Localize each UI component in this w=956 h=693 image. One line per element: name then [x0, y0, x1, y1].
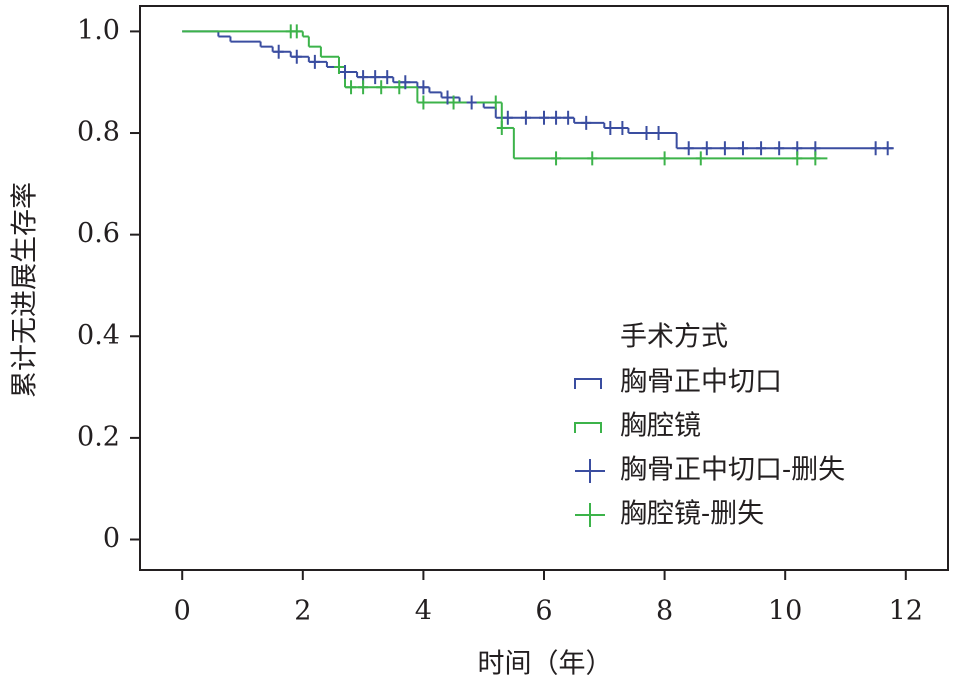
legend-symbol	[574, 378, 602, 389]
censor-mark	[641, 126, 652, 141]
censor-mark	[551, 151, 562, 166]
censor-mark	[617, 120, 628, 135]
y-tick-label: 0.6	[77, 218, 120, 249]
censor-mark	[653, 126, 664, 141]
legend-symbol	[574, 422, 602, 433]
censor-mark	[358, 80, 369, 95]
legend-label: 胸腔镜-删失	[620, 499, 764, 530]
censor-mark	[448, 95, 459, 110]
x-tick-label: 12	[889, 596, 923, 627]
censor-mark	[400, 75, 411, 90]
censor-mark	[490, 95, 501, 110]
censor-mark	[442, 90, 453, 105]
censor-mark	[810, 151, 821, 166]
x-tick-label: 2	[294, 596, 311, 627]
censor-mark	[418, 80, 429, 95]
censor-mark	[882, 141, 893, 156]
legend-symbol	[575, 503, 605, 527]
legend-symbol	[575, 459, 605, 483]
censor-mark	[273, 44, 284, 59]
censor-mark	[382, 70, 393, 85]
y-axis-label: 累计无进展生存率	[10, 182, 41, 398]
censor-mark	[683, 141, 694, 156]
censor-mark	[551, 110, 562, 125]
legend-label: 胸骨正中切口-删失	[620, 455, 845, 486]
censor-mark	[340, 65, 351, 80]
y-tick-label: 1.0	[77, 15, 120, 46]
censor-mark	[466, 95, 477, 110]
censor-mark	[370, 70, 381, 85]
censor-mark	[394, 80, 405, 95]
censor-mark	[659, 151, 670, 166]
censor-mark	[756, 141, 767, 156]
censor-mark	[309, 54, 320, 69]
censor-mark	[376, 80, 387, 95]
y-tick-label: 0.4	[77, 320, 120, 351]
y-tick-label: 0	[103, 523, 120, 554]
censor-mark	[870, 141, 881, 156]
censor-mark	[587, 151, 598, 166]
y-tick-label: 0.8	[77, 117, 120, 148]
x-tick-label: 10	[768, 596, 802, 627]
x-tick-label: 0	[174, 596, 191, 627]
censor-mark	[737, 141, 748, 156]
censor-mark	[496, 120, 507, 135]
censor-mark	[291, 24, 302, 39]
legend-label: 胸腔镜	[620, 411, 701, 442]
censor-mark	[502, 110, 513, 125]
censor-mark	[605, 120, 616, 135]
y-tick-label: 0.2	[77, 421, 120, 452]
censor-mark	[418, 95, 429, 110]
x-tick-label: 6	[535, 596, 552, 627]
x-tick-label: 4	[415, 596, 432, 627]
censor-mark	[563, 110, 574, 125]
legend-title: 手术方式	[620, 322, 728, 353]
censor-mark	[792, 151, 803, 166]
x-axis-label: 时间（年）	[478, 649, 613, 680]
censor-mark	[346, 80, 357, 95]
censor-mark	[695, 151, 706, 166]
censor-mark	[701, 141, 712, 156]
legend-label: 胸骨正中切口	[620, 367, 782, 398]
censor-mark	[719, 141, 730, 156]
x-tick-label: 8	[656, 596, 673, 627]
censor-mark	[539, 110, 549, 125]
censor-mark	[774, 141, 785, 156]
censor-mark	[520, 110, 531, 125]
censor-mark	[291, 49, 302, 64]
censor-mark	[581, 115, 592, 130]
censor-mark	[333, 59, 344, 74]
